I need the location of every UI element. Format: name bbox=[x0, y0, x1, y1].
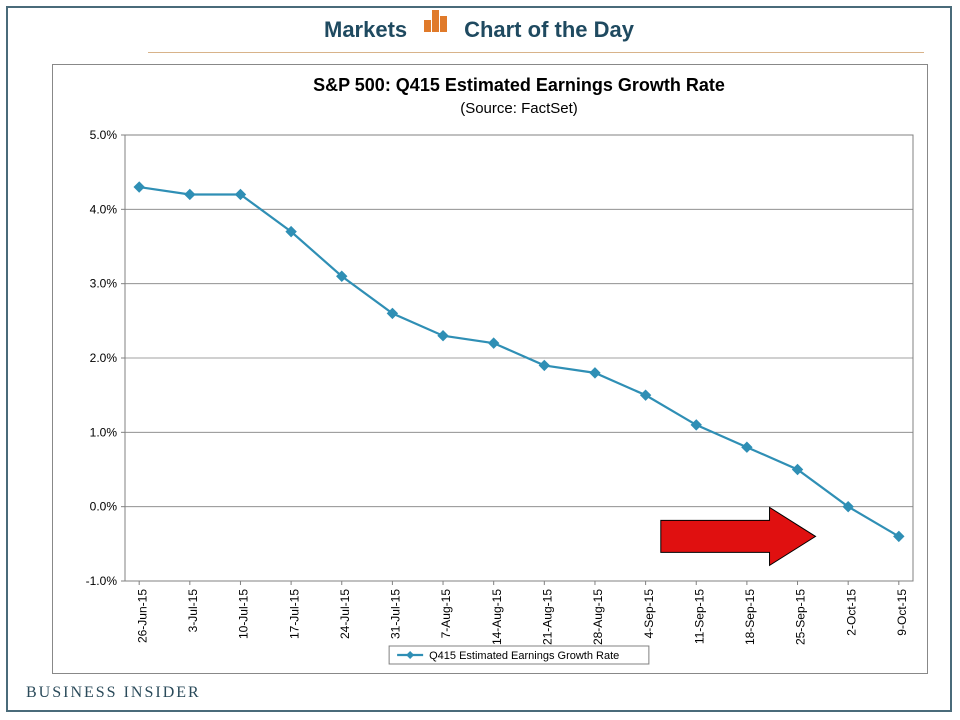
chart-container: -1.0% 0.0% 1.0% 2.0% 3.0% 4.0% 5.0% 26-Jun-15 3-… bbox=[52, 64, 928, 674]
bar-chart-icon bbox=[422, 8, 450, 52]
x-tick-label: 14-Aug-15 bbox=[490, 589, 504, 645]
x-tick-label: 26-Jun-15 bbox=[135, 589, 149, 643]
x-tick-label: 18-Sep-15 bbox=[743, 589, 757, 645]
page-header: Markets Chart of the Day bbox=[8, 8, 950, 52]
x-tick-label: 28-Aug-15 bbox=[591, 589, 605, 645]
y-tick-label: 2.0% bbox=[90, 351, 118, 365]
x-tick-label: 7-Aug-15 bbox=[439, 589, 453, 639]
footer-brand: BUSINESS INSIDER bbox=[26, 684, 201, 702]
legend-label: Q415 Estimated Earnings Growth Rate bbox=[429, 650, 619, 662]
x-tick-label: 31-Jul-15 bbox=[389, 589, 403, 639]
chart-subtitle: (Source: FactSet) bbox=[460, 100, 578, 117]
y-tick-label: 5.0% bbox=[90, 128, 118, 142]
x-tick-label: 9-Oct-15 bbox=[895, 589, 909, 636]
header-rule bbox=[148, 52, 924, 53]
header-left-label: Markets bbox=[324, 17, 407, 42]
x-tick-label: 21-Aug-15 bbox=[540, 589, 554, 645]
header-right-label: Chart of the Day bbox=[464, 17, 634, 42]
chart-title: S&P 500: Q415 Estimated Earnings Growth … bbox=[313, 75, 725, 95]
y-tick-label: -1.0% bbox=[86, 574, 118, 588]
x-tick-label: 3-Jul-15 bbox=[186, 589, 200, 633]
y-tick-label: 4.0% bbox=[90, 202, 118, 216]
x-tick-label: 2-Oct-15 bbox=[844, 589, 858, 636]
y-tick-label: 3.0% bbox=[90, 277, 118, 291]
x-tick-label: 25-Sep-15 bbox=[794, 589, 808, 645]
x-tick-label: 10-Jul-15 bbox=[237, 589, 251, 639]
x-tick-label: 11-Sep-15 bbox=[692, 589, 706, 644]
line-chart: -1.0% 0.0% 1.0% 2.0% 3.0% 4.0% 5.0% 26-Jun-15 3-… bbox=[53, 65, 926, 672]
x-tick-label: 17-Jul-15 bbox=[287, 589, 301, 639]
y-tick-label: 0.0% bbox=[90, 500, 118, 514]
x-tick-label: 24-Jul-15 bbox=[338, 589, 352, 639]
y-tick-label: 1.0% bbox=[90, 425, 118, 439]
outer-frame: Markets Chart of the Day -1.0% 0.0% 1.0% 2.… bbox=[6, 6, 952, 712]
x-tick-label: 4-Sep-15 bbox=[642, 589, 656, 639]
